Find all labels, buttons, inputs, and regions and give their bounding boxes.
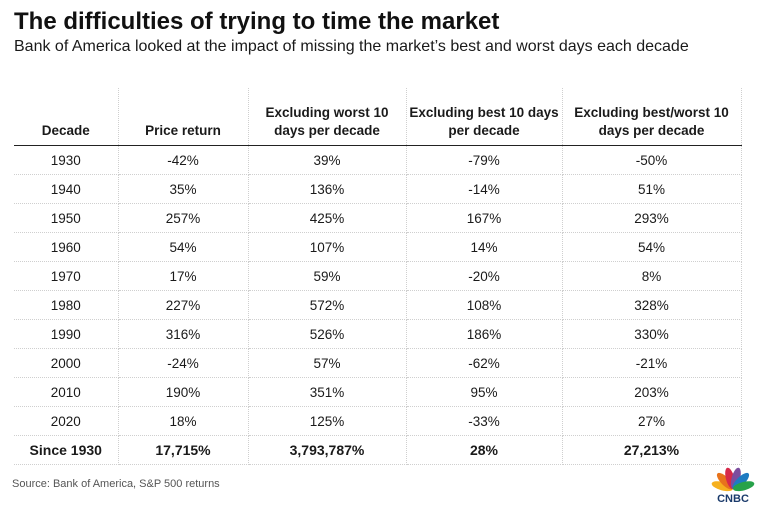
table-row-total: Since 1930 17,715% 3,793,787% 28% 27,213% <box>14 435 742 465</box>
cell-decade: 1940 <box>14 174 119 204</box>
cell-excluding-worst: 59% <box>248 261 407 291</box>
cell-decade: 2020 <box>14 406 119 436</box>
cell-decade: 2010 <box>14 377 119 407</box>
column-header-price-return: Price return <box>118 88 249 146</box>
cell-price-return: 190% <box>118 377 249 407</box>
cell-excluding-best: 95% <box>406 377 563 407</box>
column-header-excluding-best-worst: Excluding best/worst 10 days per decade <box>562 88 742 146</box>
cell-excluding-best: -14% <box>406 174 563 204</box>
cell-excluding-worst: 572% <box>248 290 407 320</box>
cell-excluding-best: 186% <box>406 319 563 349</box>
returns-table: Decade Price return Excluding worst 10 d… <box>14 88 742 465</box>
cell-price-return: 18% <box>118 406 249 436</box>
cell-excluding-worst: 57% <box>248 348 407 378</box>
cell-excluding-best-worst: 54% <box>562 232 742 262</box>
peacock-icon <box>711 467 755 492</box>
cell-decade: 1960 <box>14 232 119 262</box>
table-row: 1960 54% 107% 14% 54% <box>14 232 742 262</box>
cell-price-return: -24% <box>118 348 249 378</box>
cell-excluding-best-worst: 27% <box>562 406 742 436</box>
cell-decade: 1950 <box>14 203 119 233</box>
table-body: 1930 -42% 39% -79% -50% 1940 35% 136% -14% 51% 195… <box>14 145 742 465</box>
cell-price-return: 227% <box>118 290 249 320</box>
cell-excluding-best: 167% <box>406 203 563 233</box>
cell-price-return: 316% <box>118 319 249 349</box>
table-row: 1980 227% 572% 108% 328% <box>14 290 742 320</box>
cell-excluding-best: 108% <box>406 290 563 320</box>
cell-excluding-worst: 425% <box>248 203 407 233</box>
cell-decade: 1990 <box>14 319 119 349</box>
logo-text: CNBC <box>717 493 749 504</box>
cell-excluding-best-worst: 203% <box>562 377 742 407</box>
table-row: 2020 18% 125% -33% 27% <box>14 406 742 436</box>
cell-excluding-best-worst: -21% <box>562 348 742 378</box>
source-note: Source: Bank of America, S&P 500 returns <box>12 478 220 490</box>
column-header-decade: Decade <box>14 88 119 146</box>
table-row: 1990 316% 526% 186% 330% <box>14 319 742 349</box>
cell-excluding-best-worst: 293% <box>562 203 742 233</box>
cnbc-logo: CNBC <box>711 467 755 504</box>
cell-excluding-worst: 351% <box>248 377 407 407</box>
cell-excluding-worst: 125% <box>248 406 407 436</box>
cell-excluding-worst: 3,793,787% <box>248 435 407 465</box>
column-header-excluding-worst: Excluding worst 10 days per decade <box>248 88 407 146</box>
cell-excluding-best: -79% <box>406 145 563 175</box>
cell-price-return: 257% <box>118 203 249 233</box>
table-row: 2010 190% 351% 95% 203% <box>14 377 742 407</box>
cell-excluding-worst: 107% <box>248 232 407 262</box>
table-row: 1940 35% 136% -14% 51% <box>14 174 742 204</box>
chart-subtitle: Bank of America looked at the impact of … <box>14 38 689 55</box>
cell-excluding-best-worst: 8% <box>562 261 742 291</box>
cell-price-return: -42% <box>118 145 249 175</box>
cell-excluding-worst: 526% <box>248 319 407 349</box>
cell-excluding-best: -20% <box>406 261 563 291</box>
cell-excluding-worst: 136% <box>248 174 407 204</box>
cell-price-return: 35% <box>118 174 249 204</box>
cell-excluding-best-worst: -50% <box>562 145 742 175</box>
cell-decade: 1930 <box>14 145 119 175</box>
cell-excluding-best: -62% <box>406 348 563 378</box>
cell-excluding-best-worst: 51% <box>562 174 742 204</box>
table-row: 1950 257% 425% 167% 293% <box>14 203 742 233</box>
cell-price-return: 17,715% <box>118 435 249 465</box>
cell-decade: Since 1930 <box>14 435 119 465</box>
cell-excluding-worst: 39% <box>248 145 407 175</box>
cell-price-return: 54% <box>118 232 249 262</box>
table-header-row: Decade Price return Excluding worst 10 d… <box>14 88 742 146</box>
cell-excluding-best-worst: 330% <box>562 319 742 349</box>
cell-price-return: 17% <box>118 261 249 291</box>
cell-excluding-best-worst: 27,213% <box>562 435 742 465</box>
column-header-excluding-best: Excluding best 10 days per decade <box>406 88 563 146</box>
cell-excluding-best-worst: 328% <box>562 290 742 320</box>
cell-excluding-best: 14% <box>406 232 563 262</box>
table-row: 2000 -24% 57% -62% -21% <box>14 348 742 378</box>
chart-title: The difficulties of trying to time the m… <box>14 8 500 35</box>
peacock-feather <box>732 481 755 492</box>
cell-decade: 1980 <box>14 290 119 320</box>
cell-excluding-best: -33% <box>406 406 563 436</box>
cell-decade: 2000 <box>14 348 119 378</box>
table-row: 1930 -42% 39% -79% -50% <box>14 145 742 175</box>
table-row: 1970 17% 59% -20% 8% <box>14 261 742 291</box>
cell-excluding-best: 28% <box>406 435 563 465</box>
cell-decade: 1970 <box>14 261 119 291</box>
